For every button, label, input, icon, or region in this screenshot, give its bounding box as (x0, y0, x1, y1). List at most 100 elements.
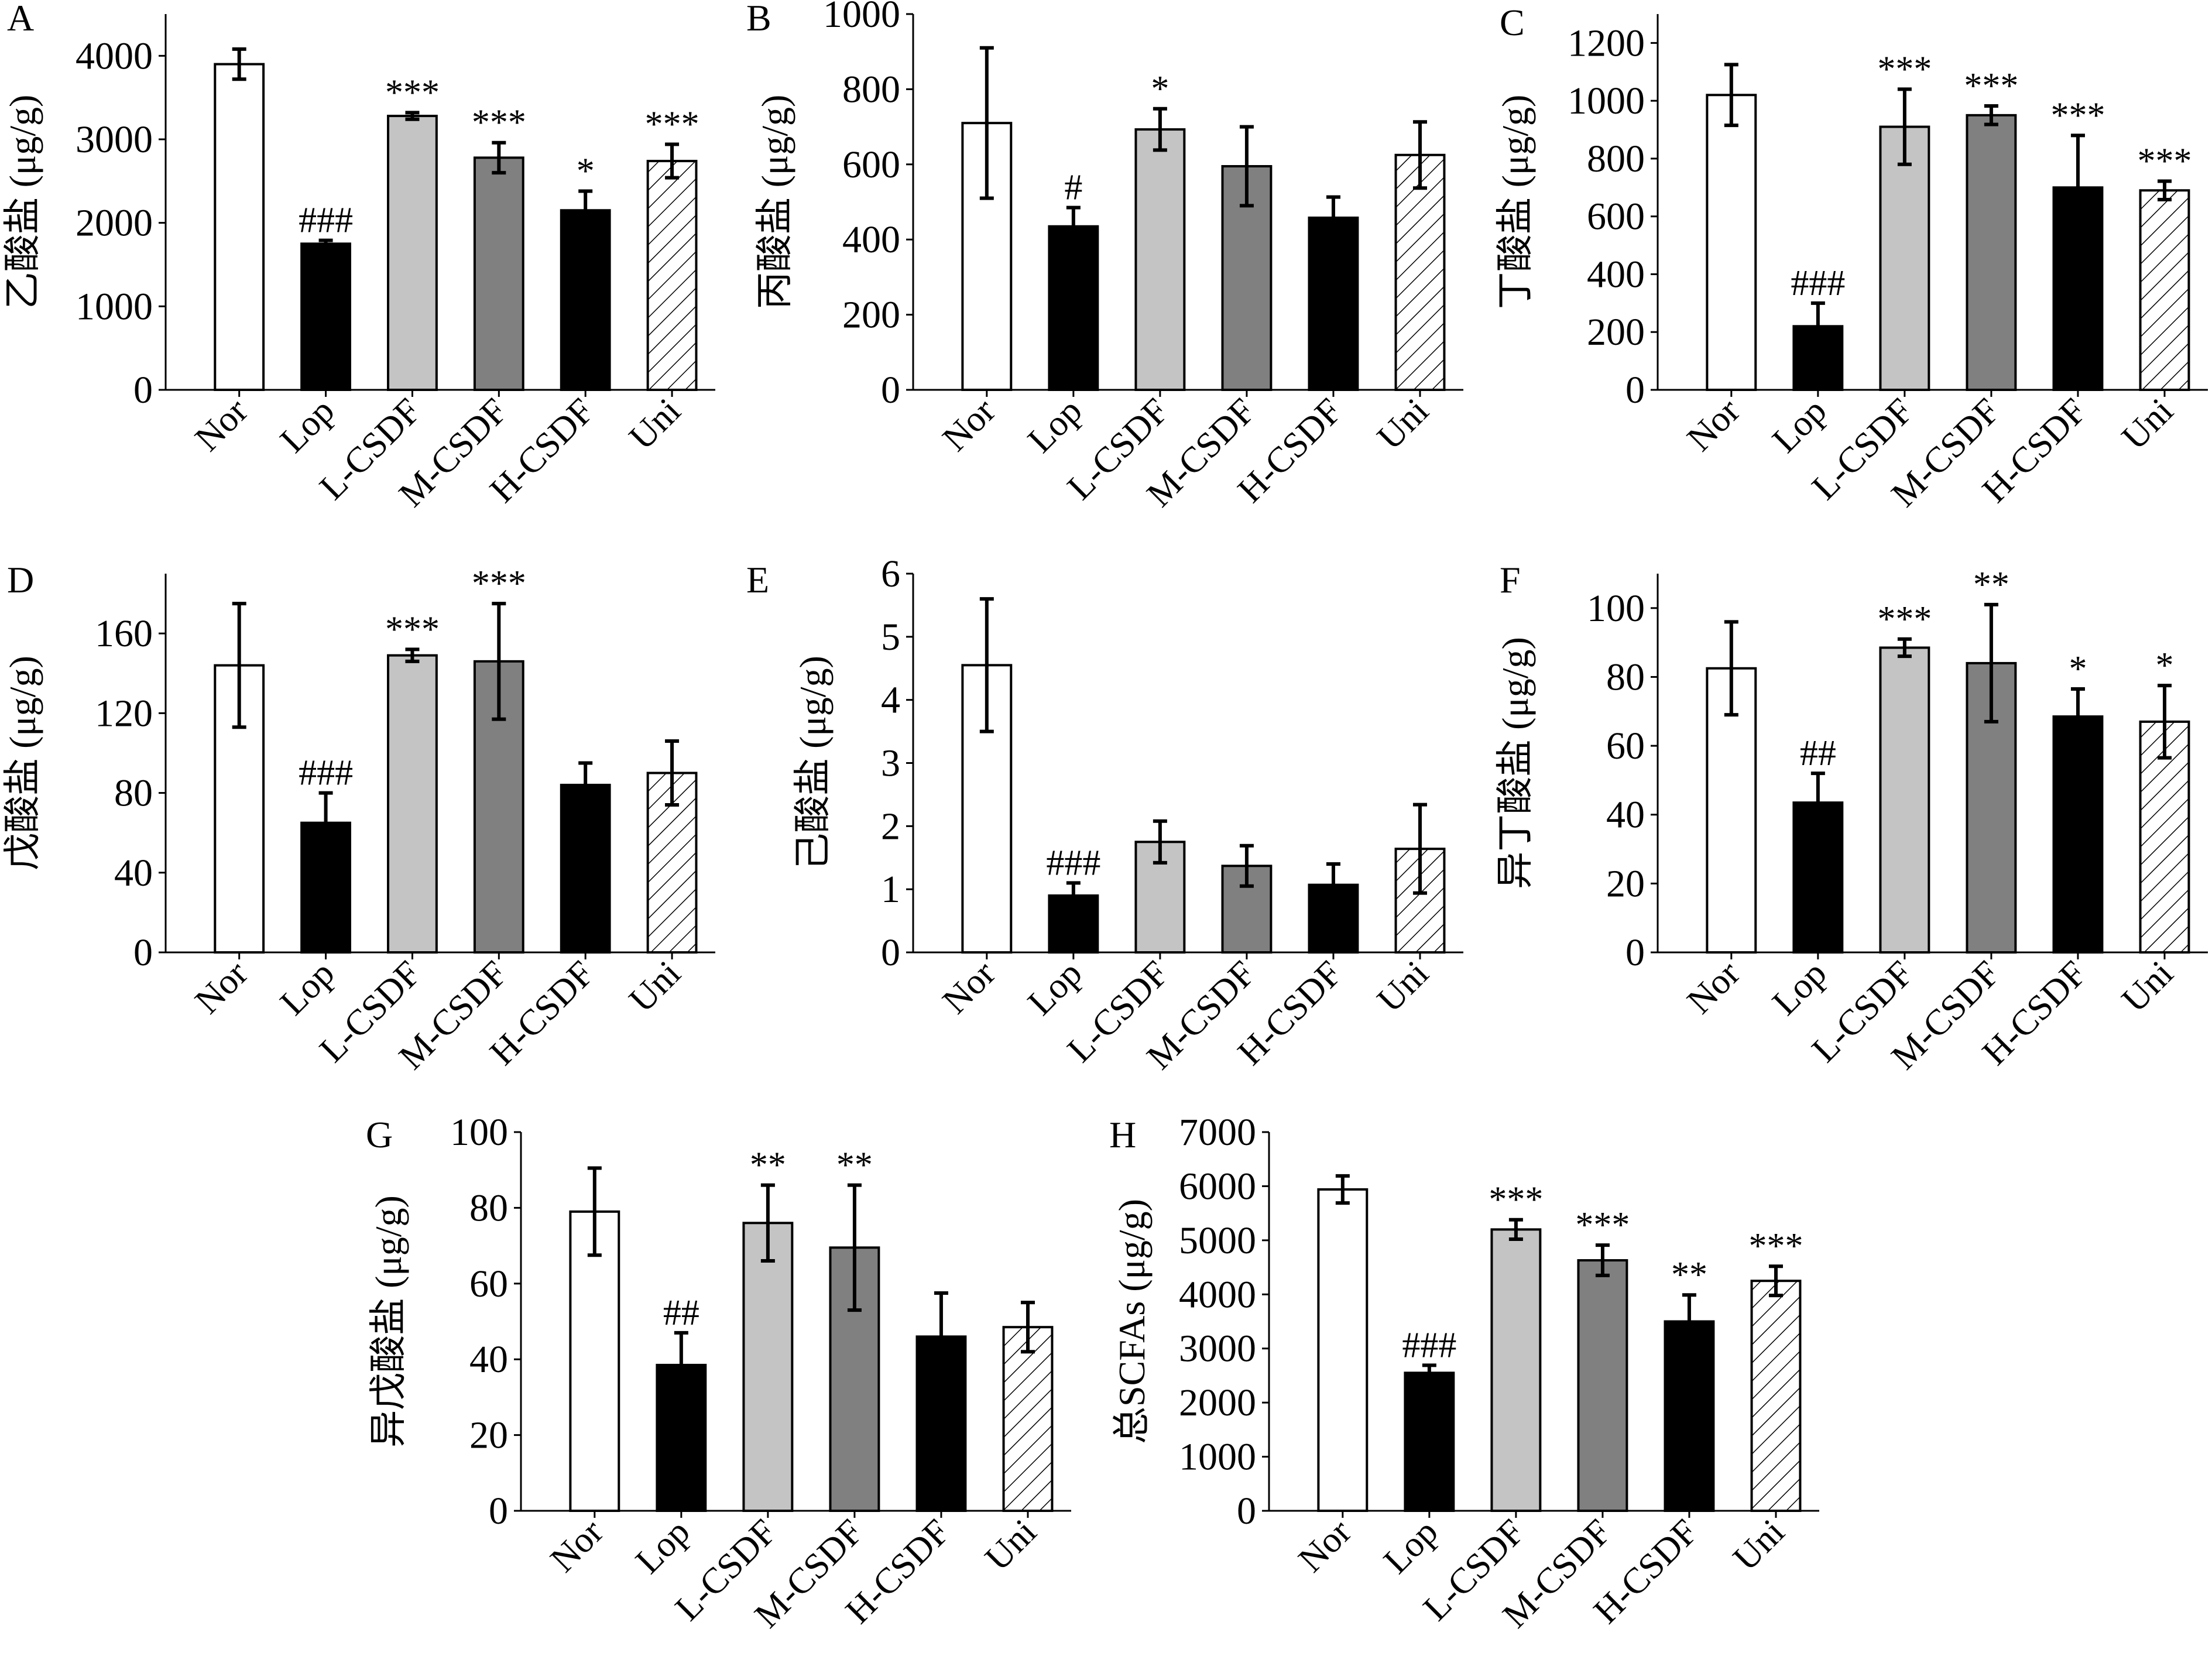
significance-label: * (2069, 649, 2087, 689)
y-axis-label: 异丁酸盐 (μg/g) (1494, 637, 1536, 889)
y-tick-label: 800 (1587, 138, 1645, 180)
x-tick-label: Lop (273, 391, 342, 461)
bar-h-csdf (560, 783, 611, 954)
bar-h-csdf (915, 1335, 967, 1512)
x-tick-label: Nor (187, 391, 256, 460)
x-tick-label: Nor (1679, 954, 1748, 1022)
bar-l-csdf (742, 1222, 794, 1513)
x-tick-label: Uni (1370, 954, 1436, 1020)
bar-lop (300, 242, 351, 392)
panel-letter: G (366, 1114, 393, 1155)
y-tick-label: 80 (469, 1187, 508, 1229)
significance-label: ** (836, 1146, 873, 1185)
y-tick-label: 600 (1587, 196, 1645, 238)
y-tick-label: 1 (881, 868, 900, 911)
y-tick-label: 600 (842, 143, 900, 186)
x-tick-label: Lop (628, 1512, 698, 1582)
significance-label: *** (1877, 49, 1932, 89)
y-tick-label: 60 (469, 1263, 508, 1305)
x-tick-label: Uni (2114, 954, 2181, 1020)
y-tick-label: 0 (133, 931, 153, 974)
y-tick-label: 80 (114, 772, 153, 815)
y-axis-label: 丙酸盐 (μg/g) (754, 95, 795, 310)
bar-h-csdf (2052, 715, 2104, 954)
x-tick-label: Lop (1376, 1512, 1446, 1582)
x-tick-label: Uni (1370, 391, 1436, 458)
bar-nor (214, 63, 265, 392)
significance-label: *** (2137, 141, 2192, 181)
y-tick-label: 3000 (76, 118, 153, 161)
y-tick-label: 4 (881, 679, 900, 722)
significance-label: *** (385, 73, 440, 112)
panel-letter: B (746, 0, 771, 39)
panel-letter: F (1500, 559, 1521, 601)
y-axis-label: 戊酸盐 (μg/g) (2, 656, 43, 870)
bar-lop (1792, 801, 1844, 954)
significance-label: * (1151, 69, 1169, 109)
bar-nor (1706, 94, 1757, 391)
bar-l-csdf (387, 654, 438, 954)
significance-label: *** (385, 609, 440, 649)
y-tick-label: 1200 (1568, 22, 1645, 64)
bar-lop (1404, 1371, 1455, 1512)
y-tick-label: 5 (881, 616, 900, 659)
x-tick-label: Lop (273, 954, 342, 1023)
y-tick-label: 160 (95, 612, 153, 655)
y-tick-label: 3000 (1179, 1328, 1256, 1370)
bar-nor (1317, 1188, 1369, 1512)
significance-label: *** (472, 103, 526, 143)
y-tick-label: 80 (1606, 656, 1645, 698)
y-tick-label: 0 (1625, 369, 1645, 412)
y-tick-label: 100 (450, 1111, 508, 1154)
significance-label: * (577, 151, 595, 191)
y-tick-label: 800 (842, 68, 900, 111)
significance-label: *** (1748, 1226, 1803, 1266)
significance-label: *** (2050, 95, 2105, 135)
bar-uni (2139, 189, 2190, 391)
significance-label: *** (1489, 1180, 1543, 1220)
significance-label: ### (1791, 263, 1845, 303)
significance-label: *** (1575, 1205, 1630, 1245)
y-tick-label: 40 (469, 1338, 508, 1381)
bar-lop (656, 1363, 707, 1513)
y-tick-label: 0 (1625, 931, 1645, 974)
y-axis-label: 总SCFAs (μg/g) (1111, 1199, 1153, 1444)
x-tick-label: Lop (1765, 391, 1834, 461)
y-axis-label: 异戊酸盐 (μg/g) (368, 1195, 409, 1448)
y-axis-label: 丁酸盐 (μg/g) (1494, 95, 1536, 310)
x-tick-label: Nor (935, 954, 1003, 1022)
x-tick-label: Lop (1765, 954, 1834, 1023)
y-tick-label: 0 (881, 931, 900, 974)
bar-l-csdf (1134, 128, 1186, 391)
y-tick-label: 40 (1606, 794, 1645, 836)
panel-letter: A (7, 0, 34, 39)
y-tick-label: 400 (842, 218, 900, 261)
bar-h-csdf (1308, 216, 1359, 391)
bar-h-csdf (560, 209, 611, 391)
y-tick-label: 3 (881, 742, 900, 785)
y-tick-label: 6 (881, 553, 900, 595)
significance-label: ## (663, 1293, 699, 1333)
x-tick-label: Uni (978, 1512, 1044, 1579)
x-tick-label: Uni (622, 391, 688, 458)
significance-label: *** (472, 564, 526, 604)
significance-label: * (2155, 646, 2173, 685)
y-tick-label: 120 (95, 692, 153, 735)
y-tick-label: 6000 (1179, 1165, 1256, 1208)
panel-letter: H (1109, 1114, 1136, 1155)
significance-label: *** (1964, 66, 2018, 106)
bar-m-csdf (1966, 114, 2017, 391)
x-tick-label: Uni (2114, 391, 2181, 458)
bar-h-csdf (2052, 186, 2104, 391)
y-tick-label: 1000 (76, 285, 153, 328)
y-tick-label: 60 (1606, 725, 1645, 767)
y-tick-label: 1000 (1179, 1436, 1256, 1479)
y-tick-label: 2000 (1179, 1381, 1256, 1424)
significance-label: *** (1877, 599, 1932, 639)
y-tick-label: 200 (1587, 311, 1645, 354)
bar-lop (1048, 225, 1099, 391)
